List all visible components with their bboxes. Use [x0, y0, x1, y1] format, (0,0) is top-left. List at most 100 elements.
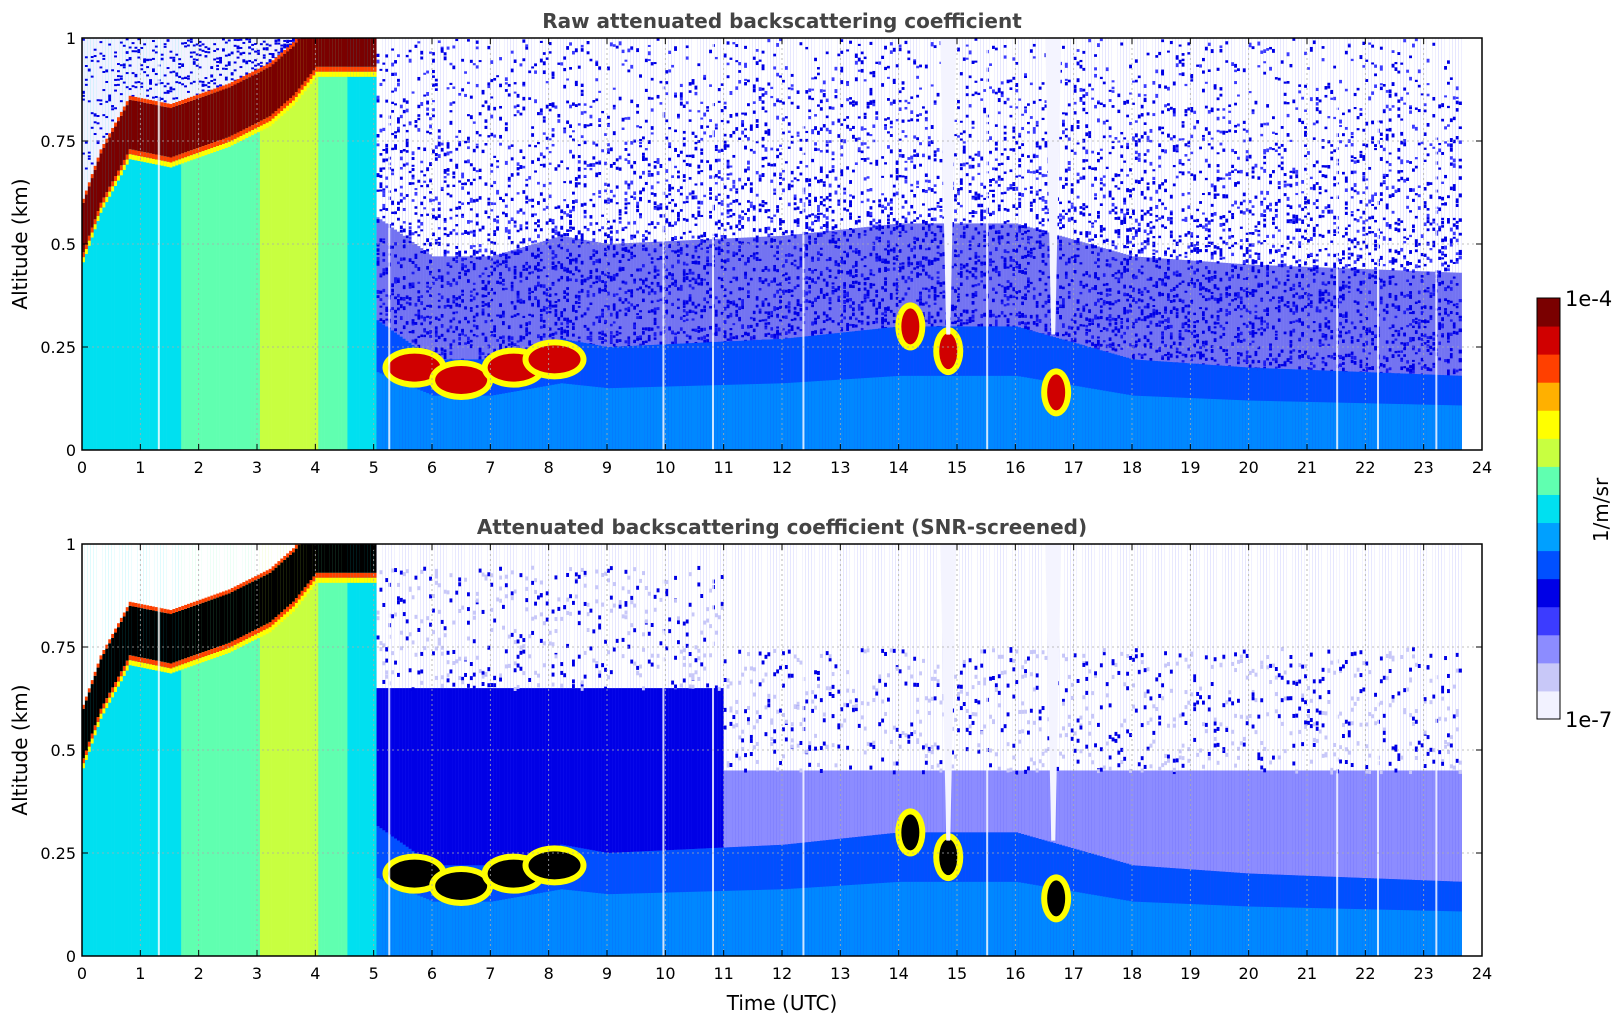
- raw-noise: [516, 104, 520, 108]
- raw-noise: [671, 186, 675, 190]
- raw-cloud-layer: [341, 38, 345, 67]
- raw-noise: [817, 212, 821, 216]
- raw-noise: [709, 176, 713, 179]
- raw-boundary-layer-core: [513, 391, 517, 450]
- raw-noise: [513, 114, 517, 117]
- raw-boundary-layer-core: [423, 391, 427, 450]
- raw-noise: [379, 182, 383, 186]
- raw-noise: [752, 88, 757, 93]
- raw-noise: [224, 78, 229, 81]
- raw-noise: [283, 44, 287, 47]
- raw-noise: [475, 250, 479, 254]
- raw-noise: [604, 161, 608, 166]
- raw-cloud-layer: [224, 88, 229, 138]
- raw-cloud-edge: [198, 152, 202, 158]
- raw-noise: [446, 152, 450, 156]
- raw-noise: [688, 154, 692, 158]
- raw-noise: [307, 35, 310, 37]
- raw-noise: [405, 194, 409, 197]
- raw-noise: [644, 148, 649, 151]
- raw-noise: [519, 149, 523, 153]
- raw-cloud-edge: [128, 95, 132, 100]
- raw-cloud-edge: [216, 146, 220, 151]
- raw-noise: [304, 34, 307, 36]
- raw-noise: [513, 82, 517, 85]
- raw-noise: [694, 183, 698, 186]
- raw-noise: [545, 205, 549, 209]
- raw-noise: [187, 90, 191, 93]
- raw-noise: [819, 178, 824, 183]
- raw-noise: [542, 70, 547, 75]
- raw-noise: [755, 124, 759, 128]
- raw-noise: [254, 43, 258, 46]
- raw-column: [312, 38, 316, 450]
- raw-boundary-layer-core: [391, 378, 395, 450]
- raw-cloud-layer: [274, 61, 278, 112]
- raw-column: [163, 38, 167, 450]
- raw-noise: [679, 192, 684, 196]
- raw-boundary-layer-core: [572, 384, 576, 450]
- raw-noise: [615, 185, 619, 189]
- raw-column: [318, 38, 322, 450]
- raw-cloud-edge: [82, 252, 86, 258]
- raw-cloud-edge: [210, 148, 214, 154]
- raw-noise: [443, 180, 447, 183]
- raw-noise: [805, 225, 809, 229]
- raw-boundary-layer-core: [458, 395, 462, 450]
- raw-cloud-edge: [341, 71, 345, 77]
- raw-noise: [429, 51, 433, 54]
- raw-noise: [310, 35, 313, 37]
- raw-noise: [729, 165, 733, 168]
- raw-noise: [779, 182, 783, 186]
- raw-noise: [755, 193, 759, 197]
- raw-noise: [726, 162, 730, 166]
- raw-noise: [475, 65, 479, 69]
- raw-noise: [122, 66, 127, 69]
- raw-noise: [268, 44, 272, 47]
- raw-noise: [187, 39, 191, 42]
- raw-noise: [636, 48, 640, 53]
- raw-cloud-edge: [93, 224, 97, 230]
- raw-cloud-layer: [245, 78, 249, 129]
- raw-noise: [475, 221, 479, 226]
- raw-noise: [131, 72, 135, 75]
- raw-noise: [365, 24, 368, 26]
- raw-noise: [181, 64, 185, 67]
- raw-cloud-edge: [303, 81, 307, 87]
- raw-noise: [496, 75, 500, 78]
- raw-noise: [111, 108, 115, 111]
- raw-free-troposphere: [697, 38, 701, 343]
- raw-column: [102, 38, 106, 450]
- raw-noise: [583, 125, 587, 129]
- raw-noise: [152, 96, 156, 99]
- raw-noise: [741, 216, 745, 221]
- raw-noise: [472, 121, 477, 124]
- raw-noise: [82, 38, 86, 41]
- raw-noise: [402, 109, 407, 114]
- raw-noise: [219, 61, 223, 64]
- raw-noise: [315, 34, 318, 36]
- raw-cloud-edge: [189, 155, 194, 161]
- raw-boundary-layer-core: [522, 389, 526, 450]
- raw-noise: [265, 43, 269, 46]
- raw-noise: [187, 77, 191, 80]
- raw-noise: [336, 30, 339, 32]
- raw-noise: [213, 58, 217, 61]
- raw-boundary-layer-core: [650, 386, 654, 450]
- raw-residual-layer: [811, 232, 815, 336]
- raw-free-troposphere: [461, 38, 465, 360]
- raw-column: [93, 38, 97, 450]
- raw-noise: [636, 104, 640, 108]
- raw-cloud-layer: [303, 38, 307, 82]
- raw-noise: [140, 64, 144, 67]
- raw-noise: [767, 233, 771, 238]
- raw-noise: [574, 104, 579, 108]
- raw-residual-layer: [747, 237, 751, 341]
- raw-free-troposphere: [440, 38, 444, 360]
- raw-noise: [82, 94, 86, 97]
- raw-noise: [580, 235, 584, 240]
- raw-noise: [195, 93, 199, 96]
- raw-noise: [487, 84, 491, 89]
- raw-noise: [187, 44, 191, 47]
- raw-noise: [595, 62, 599, 66]
